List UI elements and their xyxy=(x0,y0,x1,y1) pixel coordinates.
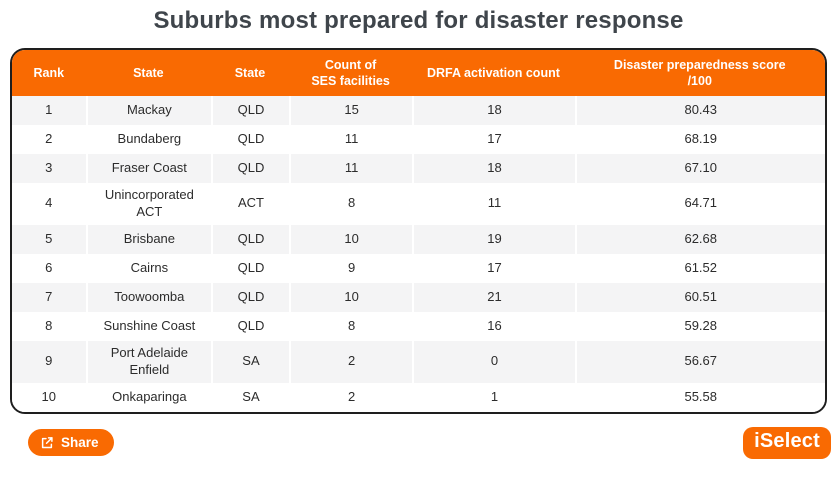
table-cell: 1 xyxy=(12,96,86,125)
table-row: 6 Cairns QLD 9 17 61.52 xyxy=(12,253,825,283)
table-cell: 56.67 xyxy=(574,340,825,383)
table-cell: QLD xyxy=(211,125,289,154)
table-cell: 59.28 xyxy=(574,311,825,341)
table-cell: Mackay xyxy=(85,96,212,125)
table-cell: 55.58 xyxy=(574,382,825,412)
table-cell: 64.71 xyxy=(574,183,825,225)
column-header: Disaster preparedness score /100 xyxy=(613,57,786,88)
table-cell: 67.10 xyxy=(574,154,825,183)
iselect-logo-text: iSelect xyxy=(754,429,820,452)
table-row: 3 Fraser Coast QLD 11 18 67.10 xyxy=(12,154,825,183)
table-row: 7 Toowoomba QLD 10 21 60.51 xyxy=(12,282,825,312)
table-cell: 18 xyxy=(412,154,575,183)
table-cell: 2 xyxy=(288,340,413,383)
table-cell: 17 xyxy=(412,253,575,283)
table-cell: SA xyxy=(211,382,289,412)
table-cell: 8 xyxy=(288,311,413,341)
table-cell: QLD xyxy=(211,282,289,312)
table-row: 9 Port Adelaide Enfield SA 2 0 56.67 xyxy=(12,340,825,383)
table-cell: 11 xyxy=(288,154,413,183)
table-cell: Toowoomba xyxy=(85,282,212,312)
share-button-label: Share xyxy=(61,435,99,451)
table-cell: 11 xyxy=(412,183,575,225)
column-header: Count of SES facilities xyxy=(311,57,390,88)
footer-bar: Share iSelect xyxy=(10,426,831,459)
table-cell: Bundaberg xyxy=(85,125,212,154)
table-cell: 17 xyxy=(412,125,575,154)
table-cell: Unincorporated ACT xyxy=(85,183,212,225)
table-cell: 11 xyxy=(288,125,413,154)
table-cell: Sunshine Coast xyxy=(85,311,212,341)
table-cell: 5 xyxy=(12,224,86,254)
table-cell: 10 xyxy=(288,224,413,254)
table-cell: Fraser Coast xyxy=(85,154,212,183)
table-cell: 62.68 xyxy=(574,224,825,254)
table-cell: QLD xyxy=(211,224,289,254)
table-cell: 3 xyxy=(12,154,86,183)
table-cell: Cairns xyxy=(85,253,212,283)
table-cell: 0 xyxy=(412,340,575,383)
table-cell: 1 xyxy=(412,382,575,412)
table-row: 4 Unincorporated ACT ACT 8 11 64.71 xyxy=(12,183,825,225)
table-cell: QLD xyxy=(211,154,289,183)
table-body: 1 Mackay QLD 15 18 80.43 2 Bundaberg QLD 11 17 68.1… xyxy=(12,96,825,412)
table-cell: QLD xyxy=(211,253,289,283)
table-cell: Port Adelaide Enfield xyxy=(85,340,212,383)
table-cell: 61.52 xyxy=(574,253,825,283)
table-cell: 2 xyxy=(12,125,86,154)
table-cell: 6 xyxy=(12,253,86,283)
table-cell: SA xyxy=(211,340,289,383)
table-cell: 8 xyxy=(12,311,86,341)
table-cell: Onkaparinga xyxy=(85,382,212,412)
table-cell: 68.19 xyxy=(574,125,825,154)
table-cell: 80.43 xyxy=(574,96,825,125)
table-cell: 10 xyxy=(12,382,86,412)
table-cell: ACT xyxy=(211,183,289,225)
table-cell: 7 xyxy=(12,282,86,312)
table-row: 5 Brisbane QLD 10 19 62.68 xyxy=(12,224,825,254)
table-cell: 9 xyxy=(288,253,413,283)
table-cell: Brisbane xyxy=(85,224,212,254)
share-icon xyxy=(40,436,54,450)
share-button[interactable]: Share xyxy=(28,429,114,457)
table-row: 10 Onkaparinga SA 2 1 55.58 xyxy=(12,382,825,412)
table-row: 2 Bundaberg QLD 11 17 68.19 xyxy=(12,125,825,154)
table-cell: 9 xyxy=(12,340,86,383)
column-header: DRFA activation count xyxy=(427,65,560,80)
table-cell: 19 xyxy=(412,224,575,254)
table-header-row: Rank State State Count of SES facilities DRF… xyxy=(12,50,825,96)
column-header: State xyxy=(234,65,266,80)
table-cell: 60.51 xyxy=(574,282,825,312)
table-row: 1 Mackay QLD 15 18 80.43 xyxy=(12,96,825,125)
preparedness-table: Rank State State Count of SES facilities DRF… xyxy=(10,48,827,414)
table-cell: QLD xyxy=(211,96,289,125)
table-cell: 10 xyxy=(288,282,413,312)
table-cell: 16 xyxy=(412,311,575,341)
table-cell: 21 xyxy=(412,282,575,312)
column-header: State xyxy=(133,65,164,80)
table-cell: 8 xyxy=(288,183,413,225)
table-cell: 18 xyxy=(412,96,575,125)
iselect-logo: iSelect xyxy=(743,426,831,459)
table-cell: 15 xyxy=(288,96,413,125)
table-row: 8 Sunshine Coast QLD 8 16 59.28 xyxy=(12,311,825,341)
table-cell: QLD xyxy=(211,311,289,341)
page-title: Suburbs most prepared for disaster respo… xyxy=(153,7,684,34)
column-header: Rank xyxy=(33,65,65,80)
table-cell: 4 xyxy=(12,183,86,225)
table-cell: 2 xyxy=(288,382,413,412)
